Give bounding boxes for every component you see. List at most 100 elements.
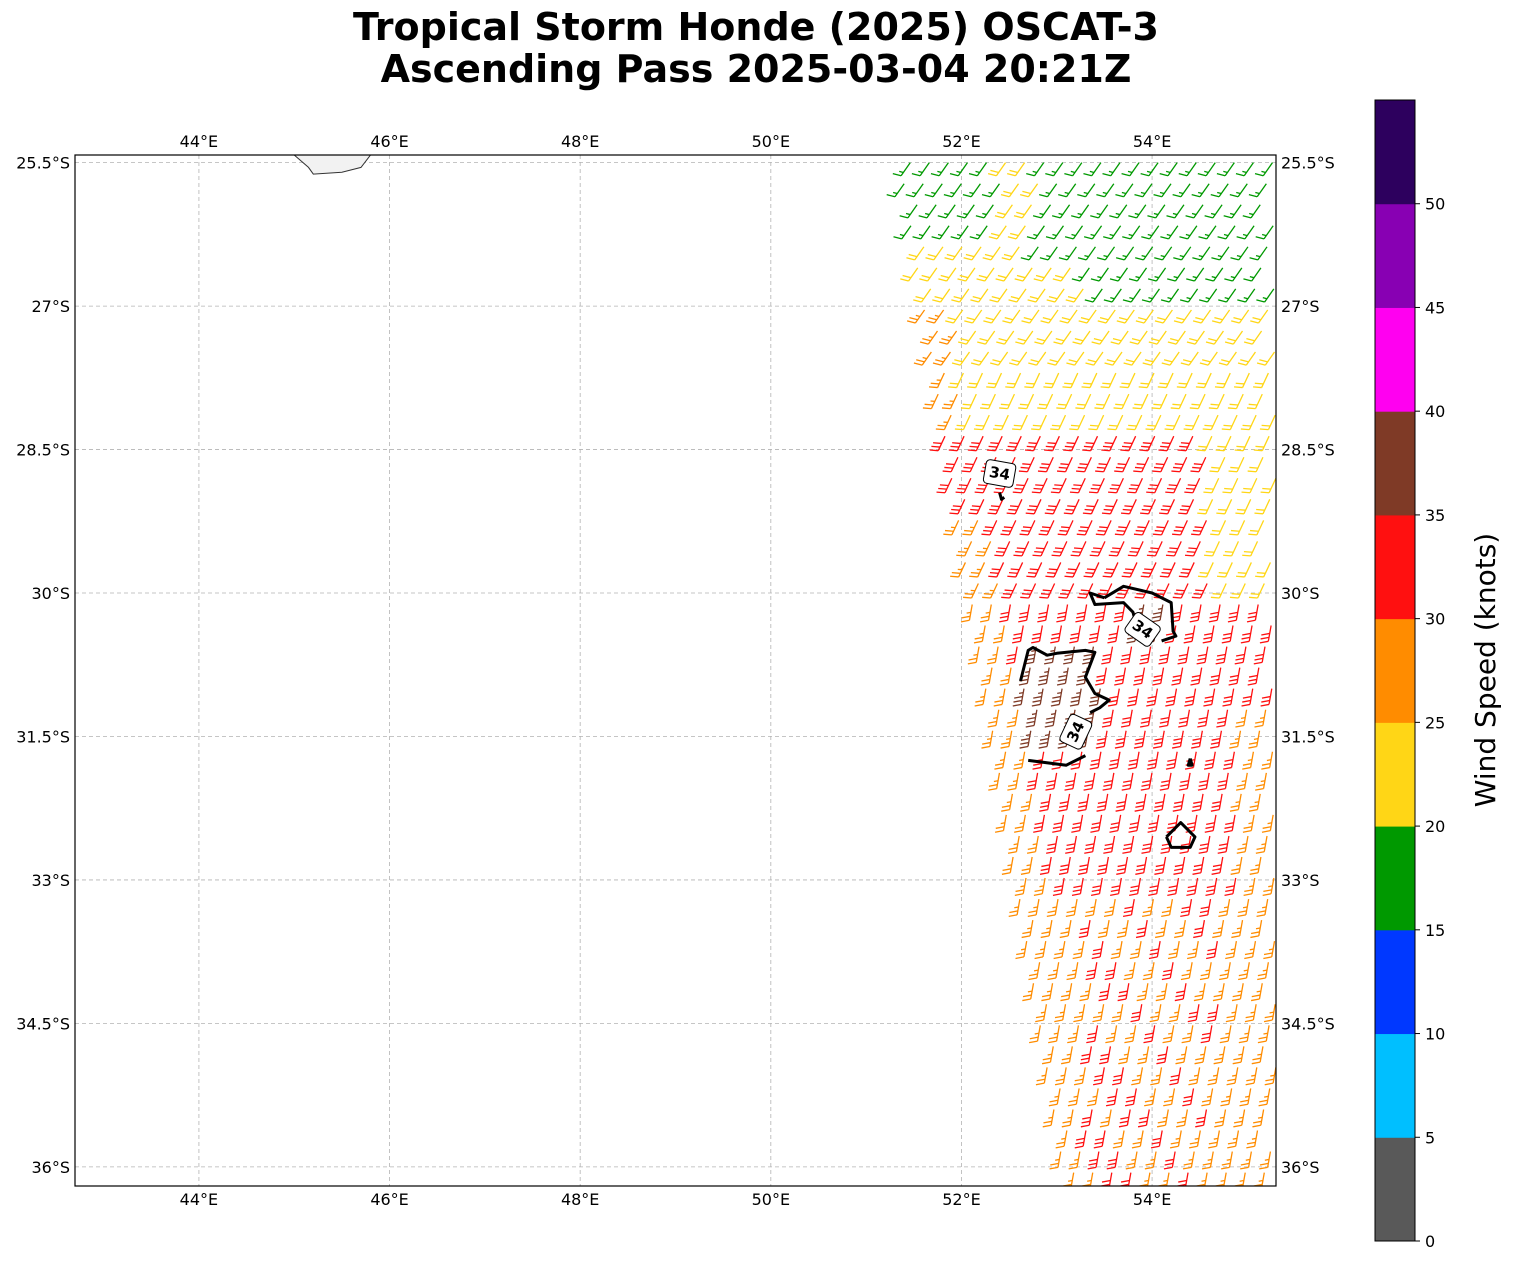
wind-barb (1122, 898, 1135, 918)
barb-full-flag (1071, 695, 1080, 699)
barb-full-flag (952, 442, 961, 445)
barb-full-flag (1078, 805, 1087, 808)
barb-full-flag (1213, 1061, 1223, 1065)
barb-full-flag (1224, 278, 1233, 282)
barb-full-flag (1220, 1103, 1229, 1107)
wind-barb (1137, 1109, 1150, 1128)
barb-full-flag (1216, 575, 1226, 578)
barb-full-flag (1092, 885, 1101, 889)
wind-barb (1087, 1151, 1100, 1170)
wind-barb (1106, 1151, 1119, 1170)
wind-barb (1235, 499, 1252, 515)
barb-full-flag (1119, 1120, 1129, 1124)
wind-barb (1066, 351, 1085, 366)
barb-full-flag (977, 484, 987, 487)
wind-barb (1097, 309, 1116, 324)
wind-barb (1154, 856, 1167, 875)
barb-full-flag (1026, 445, 1036, 448)
barb-full-flag (1044, 512, 1054, 515)
wind-barb (1125, 1151, 1138, 1170)
barb-full-flag (1147, 762, 1157, 766)
wind-barb (1116, 309, 1135, 324)
barb-half-flag (1159, 191, 1165, 195)
barb-full-flag (1093, 948, 1102, 952)
wind-barb (1050, 414, 1067, 431)
barb-full-flag (982, 596, 991, 599)
wind-barb (1154, 309, 1173, 324)
barb-full-flag (1085, 910, 1095, 914)
wind-barb (1088, 414, 1105, 431)
barb-shaft (1143, 920, 1148, 936)
barb-full-flag (1041, 526, 1051, 529)
barb-full-flag (1212, 593, 1222, 595)
wind-barb (1208, 1130, 1221, 1149)
barb-half-flag (1232, 1137, 1238, 1140)
barb-full-flag (1064, 787, 1074, 791)
wind-barb (1153, 793, 1166, 812)
barb-shaft (926, 204, 937, 219)
wind-barb (1246, 393, 1263, 410)
barb-full-flag (1210, 678, 1219, 682)
barb-full-flag (1150, 1082, 1159, 1086)
barb-full-flag (1209, 615, 1219, 619)
wind-barb (1208, 393, 1225, 410)
wind-barb (1135, 246, 1154, 261)
wind-barb (1238, 962, 1250, 981)
barb-full-flag (1242, 699, 1251, 703)
wind-barb (1051, 541, 1068, 557)
barb-full-flag (981, 194, 991, 198)
barb-full-flag (1244, 1019, 1254, 1023)
barb-full-flag (1180, 910, 1190, 914)
barb-full-flag (1135, 257, 1144, 261)
barb-full-flag (1164, 640, 1174, 644)
barb-full-flag (1014, 830, 1023, 833)
barb-full-flag (1135, 529, 1145, 532)
barb-full-flag (1071, 893, 1081, 897)
barb-full-flag (1001, 805, 1011, 808)
wind-barb (1222, 688, 1235, 707)
barb-full-flag (1080, 927, 1089, 931)
colorbar-frame (1374, 99, 1416, 1242)
lat-tick-label: 36°S (1281, 1158, 1320, 1177)
barb-full-flag (1046, 847, 1056, 850)
barb-full-flag (1082, 657, 1092, 661)
barb-full-flag (1028, 442, 1037, 445)
barb-shaft (1211, 751, 1216, 768)
barb-full-flag (1074, 1145, 1084, 1149)
barb-full-flag (1037, 470, 1047, 473)
wind-barb (1203, 477, 1220, 494)
barb-half-flag (1053, 1032, 1059, 1035)
barb-half-flag (1057, 691, 1062, 695)
wind-barb (1005, 372, 1022, 389)
barb-shaft (1197, 393, 1206, 409)
barb-full-flag (1143, 1040, 1153, 1044)
wind-barb (1248, 793, 1261, 812)
wind-barb (1056, 393, 1073, 410)
barb-full-flag (1198, 784, 1208, 787)
barb-half-flag (937, 170, 942, 174)
wind-barb (1056, 456, 1073, 473)
barb-shaft (1143, 856, 1148, 873)
wind-barb (1192, 246, 1211, 261)
barb-full-flag (1035, 1015, 1045, 1019)
barb-full-flag (1174, 463, 1184, 466)
barb-full-flag (1065, 784, 1074, 787)
barb-shaft (1039, 414, 1048, 430)
wind-barb (1249, 246, 1268, 261)
barb-full-flag (1230, 466, 1239, 469)
barb-full-flag (1046, 780, 1056, 783)
barb-shaft (1168, 288, 1180, 303)
barb-full-flag (1208, 1145, 1217, 1149)
barb-full-flag (1130, 952, 1140, 956)
barb-full-flag (1051, 766, 1061, 770)
barb-full-flag (1012, 428, 1021, 431)
wind-barb (986, 435, 1003, 452)
wind-barb (1135, 920, 1148, 939)
wind-barb (1205, 877, 1218, 897)
wind-barb (1133, 456, 1150, 473)
barb-full-flag (1110, 826, 1119, 829)
barb-full-flag (1255, 787, 1264, 791)
barb-shaft (1035, 288, 1046, 303)
barb-shaft (1014, 162, 1026, 177)
barb-half-flag (1121, 191, 1127, 195)
